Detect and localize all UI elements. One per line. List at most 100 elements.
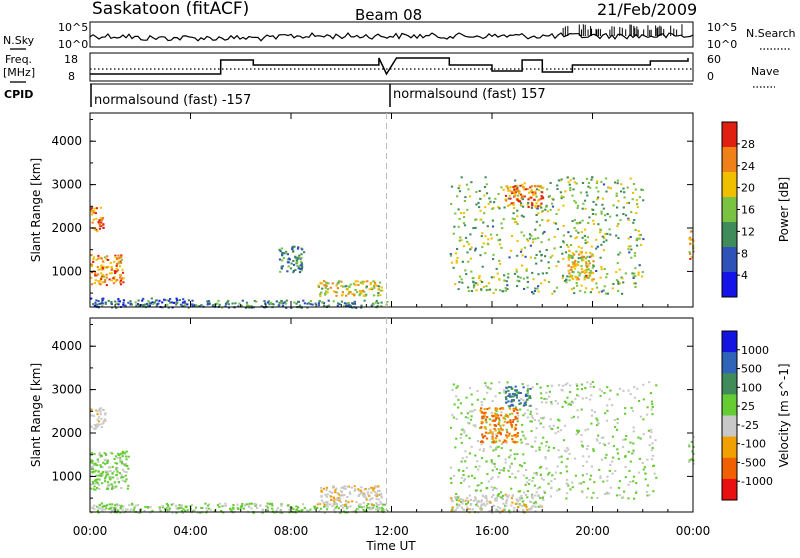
power-cell: [527, 206, 530, 208]
velocity-cell: [546, 385, 549, 387]
velocity-cell: [343, 494, 346, 496]
velocity-cell: [375, 502, 378, 505]
power-cell: [253, 300, 256, 302]
power-cell: [375, 299, 378, 302]
velocity-colorbar-swatch: [722, 457, 737, 480]
power-cell: [587, 277, 590, 279]
velocity-cell: [507, 494, 510, 497]
velocity-cell: [511, 440, 514, 443]
power-cell: [472, 277, 475, 280]
power-cell: [454, 212, 457, 215]
power-cell: [105, 276, 108, 279]
power-cell: [351, 306, 354, 309]
velocity-cell: [624, 438, 627, 441]
velocity-cell: [495, 416, 498, 419]
velocity-cell: [618, 480, 621, 483]
velocity-cell: [495, 509, 498, 512]
velocity-cell: [527, 443, 530, 446]
velocity-cell: [479, 489, 482, 492]
power-cell: [502, 218, 505, 221]
velocity-cell: [534, 506, 537, 508]
velocity-cell: [104, 418, 107, 421]
velocity-cell: [565, 497, 568, 500]
velocity-cell: [96, 486, 99, 489]
time-tick-label: 16:00: [475, 524, 510, 538]
velocity-cell: [364, 487, 367, 490]
velocity-cell: [230, 509, 233, 512]
velocity-cell: [104, 477, 107, 480]
velocity-cell: [182, 508, 185, 511]
velocity-cell: [108, 483, 111, 486]
power-cell: [523, 246, 527, 249]
power-ytick-label: 1000: [51, 264, 82, 278]
velocity-cell: [381, 503, 385, 506]
velocity-cell: [651, 406, 654, 408]
velocity-cell: [530, 430, 533, 433]
power-cell: [335, 294, 338, 297]
velocity-cell: [100, 465, 103, 468]
power-cell: [526, 281, 529, 283]
power-cell: [570, 266, 573, 269]
velocity-cell: [97, 470, 100, 473]
velocity-cell: [484, 418, 488, 421]
power-cell: [582, 258, 585, 261]
velocity-cell: [493, 428, 496, 430]
power-cell: [489, 200, 492, 203]
power-cell: [115, 302, 118, 305]
velocity-cell: [461, 457, 464, 460]
power-cell: [147, 304, 150, 307]
power-cell: [600, 266, 603, 269]
power-cell: [103, 281, 106, 284]
velocity-cell: [122, 452, 125, 455]
power-cell: [485, 192, 489, 195]
power-cell: [556, 184, 559, 187]
power-cell: [462, 212, 466, 214]
velocity-cell: [557, 430, 560, 433]
velocity-cell: [580, 383, 584, 386]
power-cell: [500, 246, 503, 249]
nsky-tick-low: 10^0: [58, 38, 88, 51]
velocity-cell: [332, 499, 335, 502]
power-cell: [516, 285, 519, 288]
power-cell: [155, 304, 158, 307]
velocity-cell: [637, 436, 640, 439]
power-cell: [224, 305, 227, 308]
velocity-cell: [377, 485, 380, 488]
power-cell: [623, 191, 626, 194]
velocity-cell: [373, 491, 377, 494]
velocity-cell: [533, 472, 536, 475]
power-cell: [584, 228, 587, 231]
velocity-cell: [524, 401, 528, 404]
velocity-cell: [175, 511, 178, 514]
power-cell: [557, 260, 560, 263]
power-cell: [608, 228, 611, 231]
velocity-cell: [469, 499, 472, 501]
velocity-cell: [536, 487, 539, 490]
power-cell: [595, 182, 598, 185]
power-cell: [457, 187, 460, 190]
power-cell: [510, 202, 513, 205]
power-cell: [533, 190, 536, 193]
power-cell: [513, 185, 517, 188]
velocity-cell: [649, 392, 652, 395]
velocity-frame: [89, 317, 694, 513]
power-cell: [306, 302, 309, 305]
velocity-cell: [177, 507, 180, 509]
velocity-cell: [346, 496, 349, 498]
velocity-cell: [510, 400, 513, 403]
velocity-cell: [562, 439, 565, 442]
power-cell: [349, 304, 352, 307]
power-cell: [296, 256, 299, 259]
power-cell: [112, 277, 115, 280]
velocity-cell: [621, 446, 625, 448]
power-cell: [483, 186, 487, 188]
power-cell: [547, 238, 550, 241]
power-cell: [572, 271, 575, 274]
velocity-cell: [96, 464, 99, 467]
power-cell: [94, 301, 97, 304]
velocity-cell: [556, 426, 559, 429]
velocity-cell: [232, 506, 235, 509]
power-cell: [106, 255, 109, 258]
power-cell: [472, 281, 475, 284]
power-cell: [498, 262, 502, 265]
